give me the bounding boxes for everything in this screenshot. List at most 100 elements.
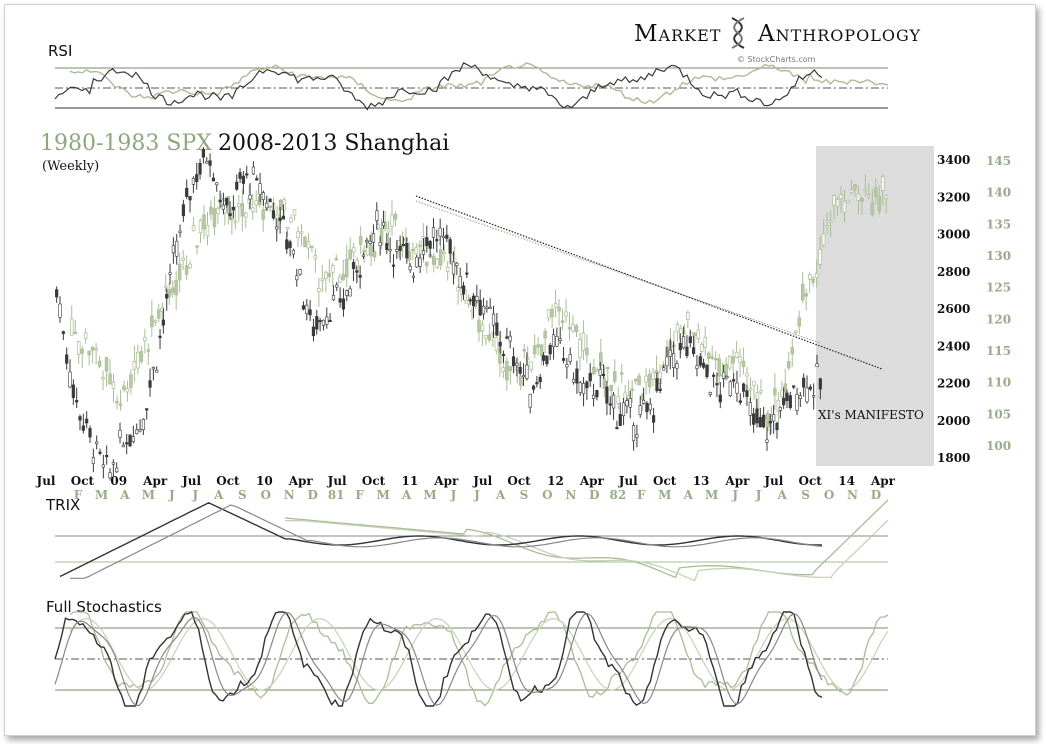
spx-candle <box>202 214 206 230</box>
spx-candle <box>418 244 422 247</box>
spx-candle <box>532 345 537 355</box>
shanghai-candle <box>641 399 646 404</box>
shanghai-candle <box>501 354 506 357</box>
spx-candle <box>104 357 109 372</box>
spx-candle <box>867 194 871 197</box>
spx-candle <box>411 248 415 252</box>
spx-candle <box>595 369 600 372</box>
shanghai-candle <box>702 362 706 368</box>
shanghai-candle <box>65 354 69 364</box>
shanghai-candle <box>651 415 656 423</box>
x-top-tick: Apr <box>433 474 459 488</box>
shanghai-candle <box>435 239 439 242</box>
shanghai-candle <box>782 397 786 406</box>
spx-candle <box>491 332 495 335</box>
x-bottom-tick: A <box>495 488 506 502</box>
shanghai-candle <box>505 336 509 339</box>
shanghai-candle <box>692 347 696 355</box>
x-top-tick: 12 <box>547 474 564 488</box>
shanghai-candle <box>181 204 185 217</box>
spx-candle <box>487 334 492 341</box>
x-top-tick: Oct <box>216 474 240 488</box>
shanghai-candle <box>805 387 809 403</box>
spx-candle <box>863 189 868 192</box>
x-bottom-tick: D <box>871 488 881 502</box>
shanghai-candle <box>555 336 559 347</box>
spx-candle <box>230 218 234 221</box>
shanghai-candle <box>105 455 109 458</box>
x-bottom-tick: M <box>423 488 436 502</box>
spx-candle <box>581 332 586 351</box>
stoch-label: Full Stochastics <box>46 598 162 616</box>
x-axis-bottom: F M A M J J A S O N D 81 F M A M J J A S O N D 82 F M A M J J A S O N D <box>74 488 881 502</box>
shanghai-candle <box>768 421 772 424</box>
shanghai-candle <box>441 235 446 239</box>
y-left-tick: 2000 <box>937 414 970 428</box>
shanghai-candle <box>338 298 342 303</box>
spx-candle <box>543 330 547 339</box>
shanghai-candle <box>411 275 416 278</box>
shanghai-candle <box>735 382 739 394</box>
spx-candle <box>585 347 589 356</box>
spx-candle <box>675 324 680 333</box>
spx-candle <box>268 205 272 208</box>
spx-candle <box>821 233 826 246</box>
shanghai-candle <box>685 346 689 357</box>
y-right-tick: 135 <box>986 217 1011 231</box>
shanghai-candle <box>78 416 82 421</box>
y-left-tick: 3400 <box>937 153 970 167</box>
shanghai-candle <box>248 194 252 200</box>
shanghai-candle <box>762 414 766 428</box>
shanghai-candle <box>175 240 179 257</box>
shanghai-candle <box>265 202 269 209</box>
x-bottom-tick: F <box>74 488 83 502</box>
shanghai-candle <box>531 385 536 390</box>
spx-candle <box>616 396 620 405</box>
spx-candle <box>195 245 199 248</box>
shanghai-candle <box>408 266 412 271</box>
shanghai-candle <box>428 241 432 249</box>
shanghai-candle <box>205 161 209 164</box>
x-bottom-tick: N <box>847 488 858 502</box>
shanghai-candle <box>668 349 672 357</box>
shanghai-candle <box>315 316 319 330</box>
shanghai-candle <box>495 322 499 336</box>
spx-candle <box>519 375 523 386</box>
spx-candle <box>435 258 439 268</box>
x-top-tick: Apr <box>724 474 750 488</box>
shanghai-candle <box>208 160 212 166</box>
annotation: XI's MANIFESTO <box>818 408 924 422</box>
spx-candle <box>372 251 377 258</box>
x-bottom-tick: F <box>637 488 646 502</box>
x-bottom-tick: J <box>755 488 762 502</box>
spx-candle <box>205 225 210 237</box>
shanghai-candle <box>551 334 556 348</box>
shanghai-candle <box>115 467 119 473</box>
shanghai-candle <box>631 425 636 442</box>
shanghai-candle <box>718 394 722 403</box>
shanghai-candle <box>225 198 229 206</box>
shanghai-candle <box>481 305 486 315</box>
x-bottom-tick: J <box>473 488 480 502</box>
shanghai-candle <box>445 234 449 239</box>
spx-candle <box>835 199 840 207</box>
spx-candle <box>550 308 554 318</box>
shanghai-candle <box>715 383 719 386</box>
shanghai-candle <box>451 261 456 275</box>
spx-candle <box>191 225 196 232</box>
spx-candle <box>679 328 683 340</box>
shanghai-candle <box>365 240 369 243</box>
spx-candle <box>480 324 485 332</box>
spx-candle <box>198 219 203 234</box>
spx-candle <box>780 389 784 397</box>
spx-candle <box>261 209 265 220</box>
shanghai-candle <box>568 354 572 362</box>
shanghai-candle <box>665 356 669 367</box>
shanghai-candle <box>638 405 642 415</box>
shanghai-candle <box>478 299 482 316</box>
spx-candle <box>553 303 558 308</box>
shanghai-candle <box>378 242 382 247</box>
shanghai-candle <box>308 309 312 316</box>
spx-candle <box>578 339 582 358</box>
